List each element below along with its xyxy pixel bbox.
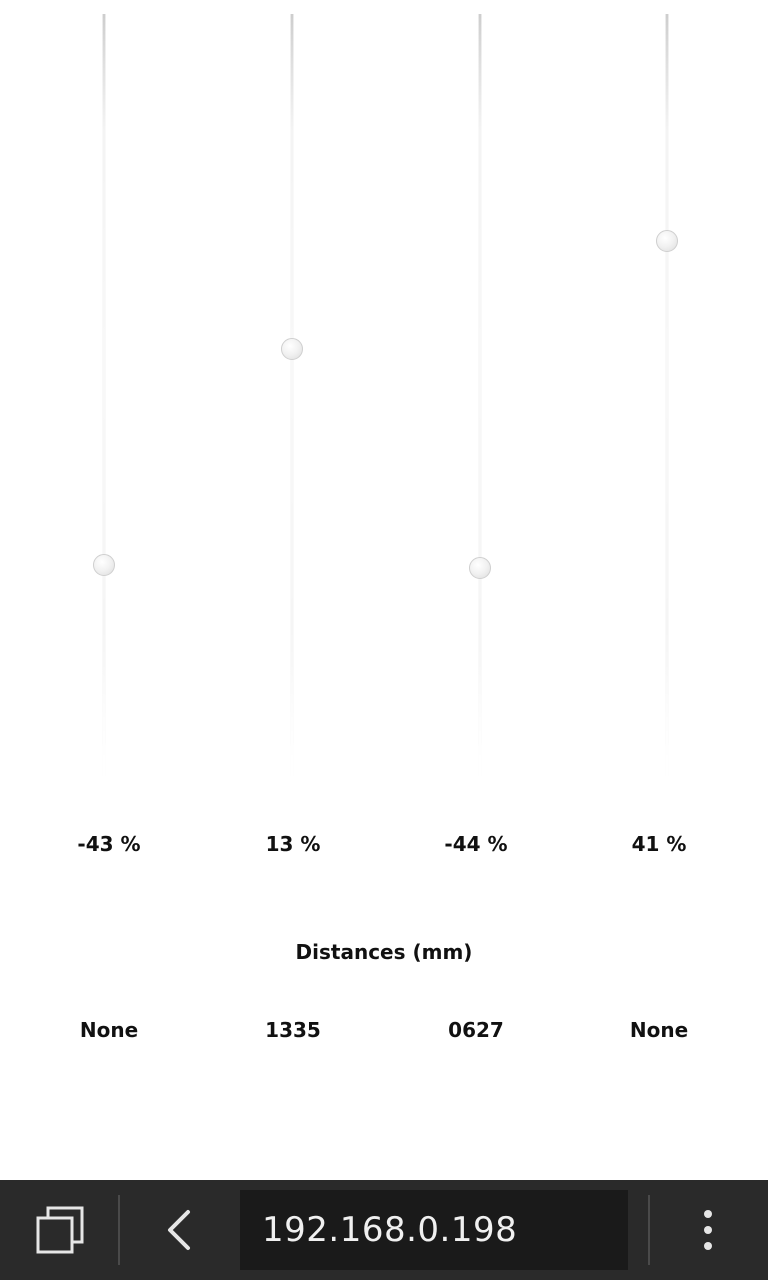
distance-value-4: None (629, 1018, 689, 1042)
slider-thumb[interactable] (656, 230, 678, 253)
slider-3-percent: -44 % (444, 832, 508, 856)
distance-value-3: 0627 (448, 1018, 504, 1042)
slider-1[interactable] (84, 14, 124, 784)
address-bar-url: 192.168.0.198 (262, 1210, 518, 1250)
back-button[interactable] (140, 1180, 220, 1280)
back-chevron-icon (168, 1210, 190, 1250)
distances-title: Distances (mm) (295, 940, 473, 964)
toolbar-divider (648, 1195, 650, 1265)
slider-thumb[interactable] (281, 337, 303, 360)
slider-2-percent: 13 % (265, 832, 321, 856)
toolbar-divider (118, 1195, 120, 1265)
tabs-icon (36, 1206, 84, 1254)
slider-track[interactable] (478, 14, 482, 784)
slider-1-percent: -43 % (77, 832, 141, 856)
distance-value-2: 1335 (265, 1018, 321, 1042)
tabs-button[interactable] (20, 1180, 100, 1280)
slider-4[interactable] (647, 14, 687, 784)
slider-thumb[interactable] (93, 553, 115, 576)
slider-track[interactable] (290, 14, 294, 784)
address-bar[interactable]: 192.168.0.198 (240, 1190, 628, 1270)
slider-3[interactable] (460, 14, 500, 784)
slider-thumb[interactable] (469, 557, 491, 580)
overflow-menu-button[interactable] (668, 1180, 748, 1280)
overflow-menu-icon (704, 1210, 712, 1250)
distance-value-1: None (79, 1018, 139, 1042)
slider-2[interactable] (272, 14, 312, 784)
browser-toolbar: 192.168.0.198 (0, 1180, 768, 1280)
slider-track[interactable] (665, 14, 669, 784)
slider-track[interactable] (102, 14, 106, 784)
slider-4-percent: 41 % (631, 832, 687, 856)
